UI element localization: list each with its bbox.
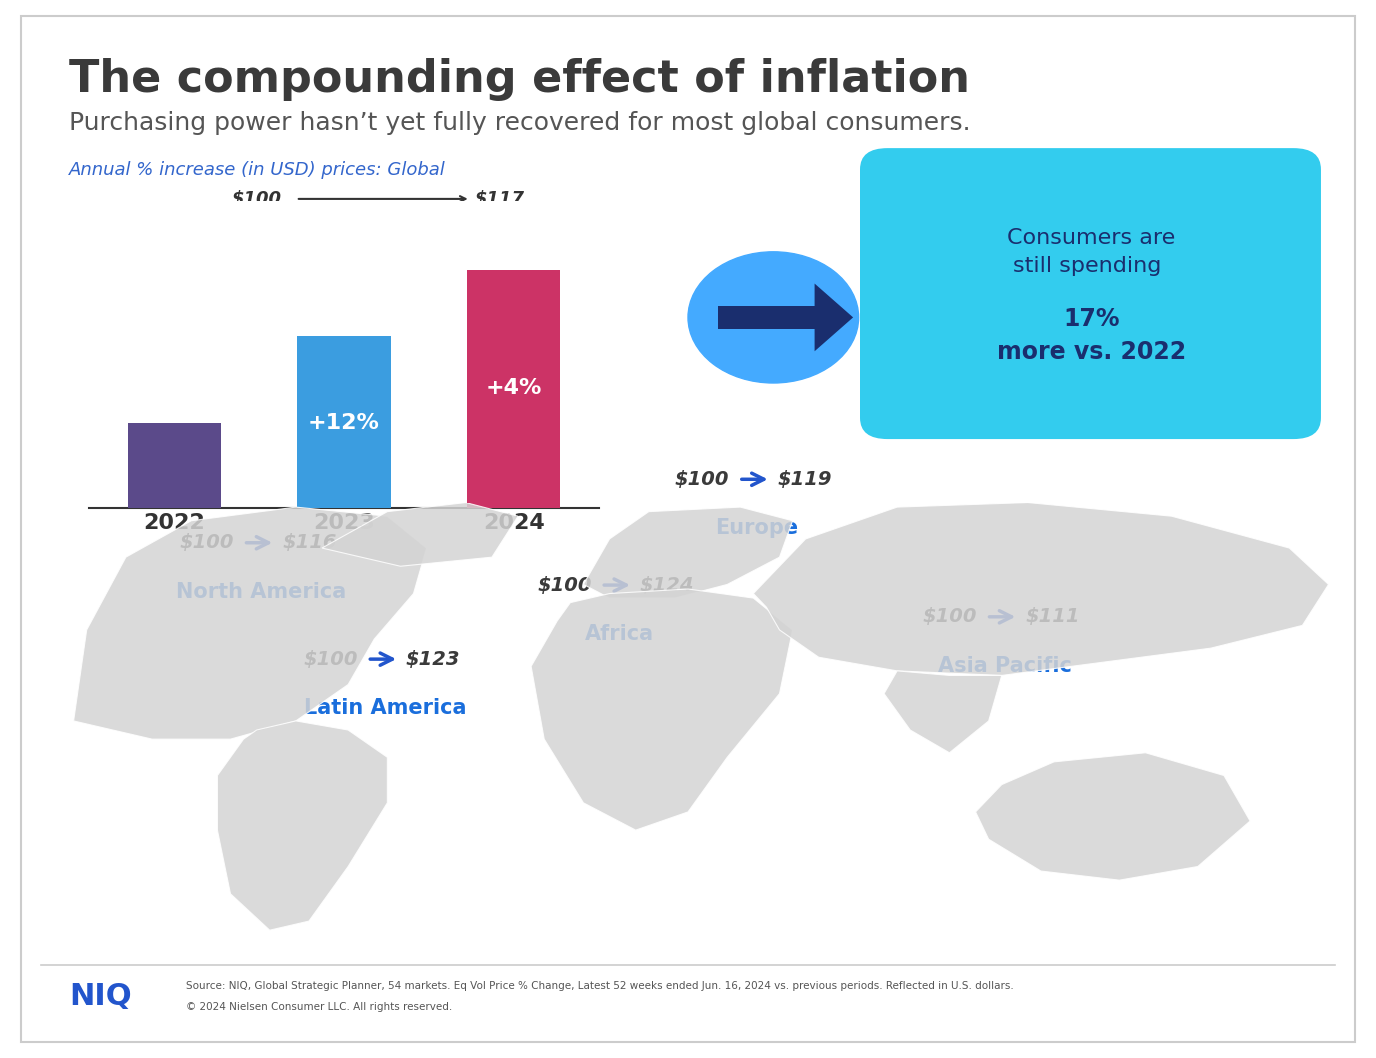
Bar bbox=[466, 270, 560, 508]
Text: The compounding effect of inflation: The compounding effect of inflation bbox=[69, 58, 970, 102]
Text: 17%
more vs. 2022: 17% more vs. 2022 bbox=[996, 307, 1186, 364]
Text: $124: $124 bbox=[640, 576, 695, 595]
Text: $116: $116 bbox=[282, 533, 337, 552]
Bar bbox=[297, 336, 391, 508]
Polygon shape bbox=[883, 671, 1002, 752]
Text: +4%: +4% bbox=[486, 378, 542, 398]
Text: $111: $111 bbox=[1025, 607, 1080, 626]
FancyBboxPatch shape bbox=[860, 148, 1321, 439]
Text: Asia Pacific: Asia Pacific bbox=[937, 656, 1072, 676]
Text: Africa: Africa bbox=[585, 624, 654, 644]
Text: Europe: Europe bbox=[716, 518, 798, 539]
Polygon shape bbox=[322, 503, 517, 566]
Text: © 2024 Nielsen Consumer LLC. All rights reserved.: © 2024 Nielsen Consumer LLC. All rights … bbox=[186, 1002, 451, 1013]
Bar bbox=[128, 423, 222, 508]
Text: $100: $100 bbox=[922, 607, 977, 626]
Circle shape bbox=[688, 252, 859, 383]
Text: $117: $117 bbox=[475, 189, 524, 208]
Text: NIQ: NIQ bbox=[69, 982, 132, 1011]
Text: $123: $123 bbox=[406, 650, 461, 669]
Text: $100: $100 bbox=[231, 189, 281, 208]
Text: $119: $119 bbox=[777, 470, 832, 489]
Polygon shape bbox=[976, 752, 1249, 880]
Text: $100: $100 bbox=[179, 533, 234, 552]
Text: Latin America: Latin America bbox=[304, 698, 466, 718]
Polygon shape bbox=[583, 507, 793, 598]
Text: Consumers are
still spending: Consumers are still spending bbox=[1007, 227, 1175, 276]
Text: +12%: +12% bbox=[308, 414, 380, 434]
FancyBboxPatch shape bbox=[718, 306, 815, 329]
FancyBboxPatch shape bbox=[21, 16, 1355, 1042]
Polygon shape bbox=[815, 284, 853, 351]
Text: $100: $100 bbox=[303, 650, 358, 669]
Polygon shape bbox=[753, 503, 1328, 675]
Text: North America: North America bbox=[176, 582, 347, 602]
Text: Source: NIQ, Global Strategic Planner, 54 markets. Eq Vol Price % Change, Latest: Source: NIQ, Global Strategic Planner, 5… bbox=[186, 981, 1014, 991]
Text: Annual % increase (in USD) prices: Global: Annual % increase (in USD) prices: Globa… bbox=[69, 161, 446, 179]
Text: Purchasing power hasn’t yet fully recovered for most global consumers.: Purchasing power hasn’t yet fully recove… bbox=[69, 111, 970, 135]
Text: $100: $100 bbox=[674, 470, 729, 489]
Text: $100: $100 bbox=[537, 576, 592, 595]
Polygon shape bbox=[73, 507, 427, 740]
Polygon shape bbox=[217, 720, 388, 930]
Polygon shape bbox=[531, 589, 793, 831]
